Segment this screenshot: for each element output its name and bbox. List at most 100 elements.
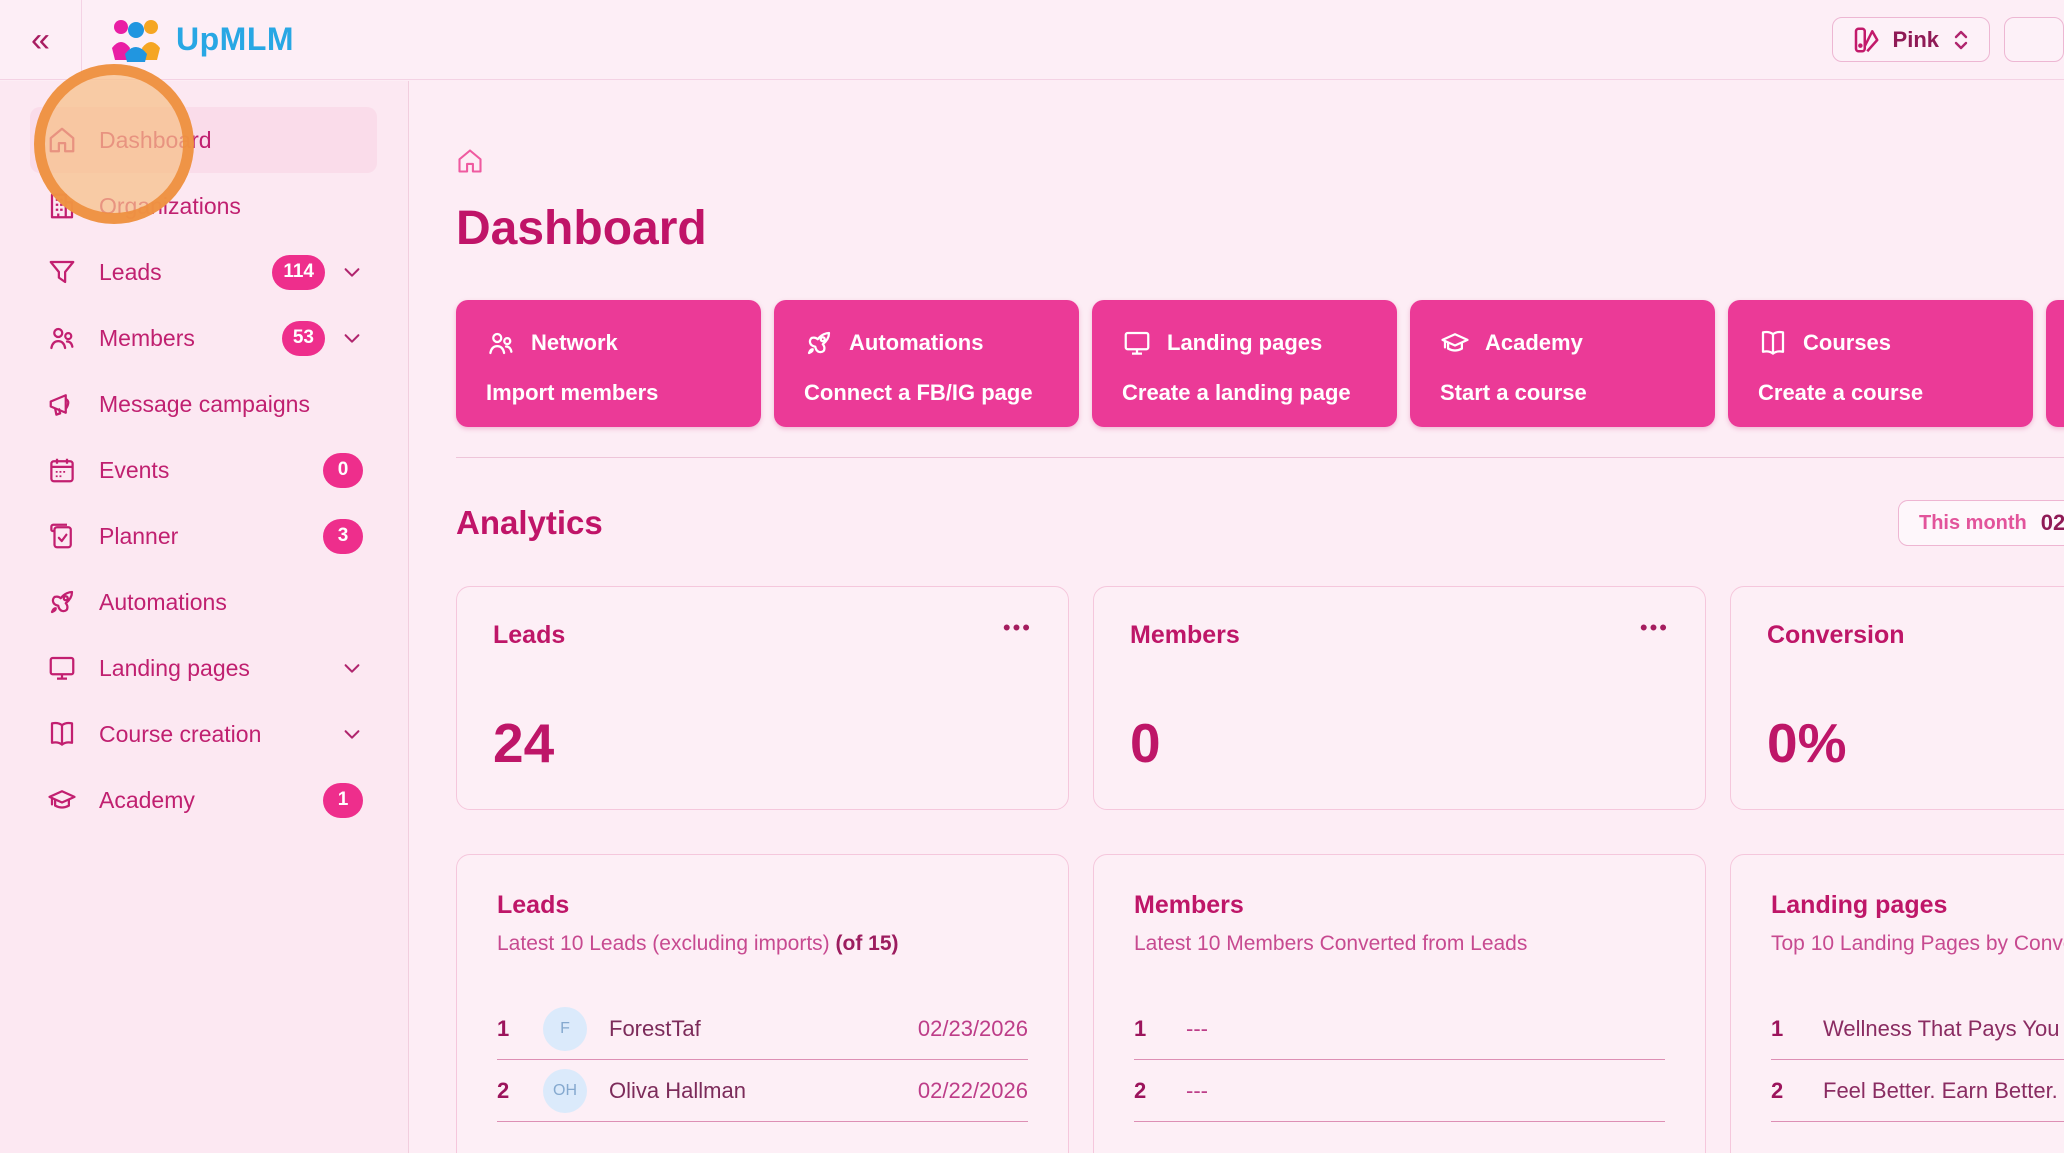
sidebar-item-label: Automations	[99, 588, 227, 615]
lead-name: Oliva Hallman	[609, 1077, 746, 1103]
sidebar-item-organizations[interactable]: Organizations	[30, 173, 377, 239]
sidebar-item-planner[interactable]: Planner 3	[30, 503, 377, 569]
sidebar-item-landing-pages[interactable]: Landing pages	[30, 635, 377, 701]
sidebar-item-label: Members	[99, 324, 195, 351]
main-content: Dashboard Network Import members	[410, 81, 2064, 1153]
quick-action-title: Courses	[1803, 330, 1892, 355]
lead-name: ForestTaf	[609, 1015, 701, 1041]
book-icon	[47, 719, 77, 749]
quick-action-landing-pages[interactable]: Landing pages Create a landing page	[1092, 300, 1397, 427]
quick-action-title: Network	[531, 330, 618, 355]
graduation-cap-icon	[47, 785, 77, 815]
members-count-badge: 53	[281, 320, 325, 356]
clipped-header-button[interactable]	[2004, 17, 2064, 62]
list-card-leads: Leads Latest 10 Leads (excluding imports…	[456, 854, 1069, 1153]
analytics-list-cards: Leads Latest 10 Leads (excluding imports…	[456, 854, 2064, 1153]
list-card-landing-pages: Landing pages Top 10 Landing Pages by Co…	[1730, 854, 2064, 1153]
stat-card-title: Members	[1130, 621, 1240, 649]
funnel-icon	[47, 257, 77, 287]
events-count-badge: 0	[323, 452, 363, 488]
list-card-subtitle: Latest 10 Members Converted from Leads	[1134, 932, 1665, 956]
chevron-down-icon[interactable]	[341, 327, 363, 349]
lead-date: 02/23/2026	[917, 1015, 1028, 1041]
breadcrumb-home-icon[interactable]	[456, 147, 484, 175]
chevron-updown-icon	[1951, 28, 1971, 52]
landing-page-name: Wellness That Pays You Back	[1823, 1015, 2064, 1041]
rocket-icon	[47, 587, 77, 617]
calendar-icon	[47, 455, 77, 485]
landing-page-row[interactable]: 2 Feel Better. Earn Better.	[1771, 1060, 2064, 1122]
sidebar-item-label: Leads	[99, 258, 162, 285]
sidebar-item-label: Events	[99, 456, 170, 483]
clipboard-check-icon	[47, 521, 77, 551]
period-label: This month	[1919, 511, 2027, 534]
lead-row[interactable]: 1 F ForestTaf 02/23/2026	[497, 998, 1028, 1060]
analytics-stat-cards: Leads ••• 24 Members ••• 0 Conversion 0%	[456, 586, 2064, 810]
ellipsis-menu-icon[interactable]: •••	[1639, 615, 1669, 640]
leads-count-badge: 114	[272, 254, 325, 290]
sidebar: Dashboard Organizations Leads 114	[0, 81, 409, 1153]
row-number: 1	[1134, 1015, 1147, 1041]
sidebar-item-dashboard[interactable]: Dashboard	[30, 107, 377, 173]
landing-page-row[interactable]: 1 Wellness That Pays You Back	[1771, 998, 2064, 1060]
sidebar-item-events[interactable]: Events 0	[30, 437, 377, 503]
header-actions: Pink	[1831, 17, 2064, 62]
app-name: UpMLM	[176, 21, 295, 57]
theme-selector-button[interactable]: Pink	[1831, 17, 1990, 62]
row-number: 2	[1771, 1077, 1784, 1103]
quick-actions-row: Network Import members Automations Conne…	[456, 300, 2064, 427]
row-number: 1	[1771, 1015, 1784, 1041]
landing-page-name: Feel Better. Earn Better.	[1823, 1077, 2058, 1103]
stat-card-members: Members ••• 0	[1093, 586, 1706, 810]
section-divider	[456, 457, 2064, 458]
page-title: Dashboard	[456, 202, 707, 255]
quick-action-clipped[interactable]: C	[2046, 300, 2064, 427]
sidebar-item-course-creation[interactable]: Course creation	[30, 701, 377, 767]
quick-action-academy[interactable]: Academy Start a course	[1410, 300, 1715, 427]
lead-row[interactable]: 2 OH Oliva Hallman 02/22/2026	[497, 1060, 1028, 1122]
book-icon	[1758, 328, 1788, 358]
stat-card-title: Conversion	[1767, 621, 1905, 649]
sidebar-item-label: Dashboard	[99, 126, 212, 153]
quick-action-subtitle: Connect a FB/IG page	[804, 380, 1033, 405]
list-card-members: Members Latest 10 Members Converted from…	[1093, 854, 1706, 1153]
avatar: OH	[543, 1068, 587, 1113]
theme-name: Pink	[1892, 26, 1939, 52]
subtitle-bold-text: (of 15)	[835, 932, 899, 955]
row-number: 2	[1134, 1077, 1147, 1103]
top-header: « UpMLM Pink	[0, 0, 2064, 80]
chevron-down-icon[interactable]	[341, 657, 363, 679]
graduation-cap-icon	[1440, 328, 1470, 358]
analytics-heading: Analytics	[456, 504, 603, 541]
sidebar-item-members[interactable]: Members 53	[30, 305, 377, 371]
subtitle-text: Latest 10 Leads (excluding imports)	[497, 932, 836, 955]
rocket-icon	[804, 328, 834, 358]
member-row[interactable]: 2 ---	[1134, 1060, 1665, 1122]
quick-action-automations[interactable]: Automations Connect a FB/IG page	[774, 300, 1079, 427]
sidebar-item-leads[interactable]: Leads 114	[30, 239, 377, 305]
quick-action-title: Landing pages	[1167, 330, 1323, 355]
sidebar-item-automations[interactable]: Automations	[30, 569, 377, 635]
analytics-header: Analytics This month 02/0	[456, 500, 2064, 546]
stat-card-title: Leads	[493, 621, 566, 649]
people-icon	[486, 328, 516, 358]
member-name: ---	[1186, 1015, 1208, 1041]
academy-count-badge: 1	[323, 782, 363, 818]
sidebar-item-message-campaigns[interactable]: Message campaigns	[30, 371, 377, 437]
quick-action-network[interactable]: Network Import members	[456, 300, 761, 427]
member-name: ---	[1186, 1077, 1208, 1103]
quick-action-courses[interactable]: Courses Create a course	[1728, 300, 2033, 427]
sidebar-collapse-button[interactable]: «	[31, 20, 50, 59]
planner-count-badge: 3	[323, 518, 363, 554]
stat-card-value: 0	[1130, 712, 1161, 774]
list-card-subtitle: Latest 10 Leads (excluding imports) (of …	[497, 932, 1028, 956]
ellipsis-menu-icon[interactable]: •••	[1002, 615, 1032, 640]
member-row[interactable]: 1 ---	[1134, 998, 1665, 1060]
sidebar-item-academy[interactable]: Academy 1	[30, 767, 377, 833]
chevron-down-icon[interactable]	[341, 723, 363, 745]
building-icon	[47, 191, 77, 221]
monitor-icon	[1122, 328, 1152, 358]
sidebar-item-label: Landing pages	[99, 654, 250, 681]
chevron-down-icon[interactable]	[341, 261, 363, 283]
period-selector-button[interactable]: This month 02/0	[1898, 500, 2064, 546]
